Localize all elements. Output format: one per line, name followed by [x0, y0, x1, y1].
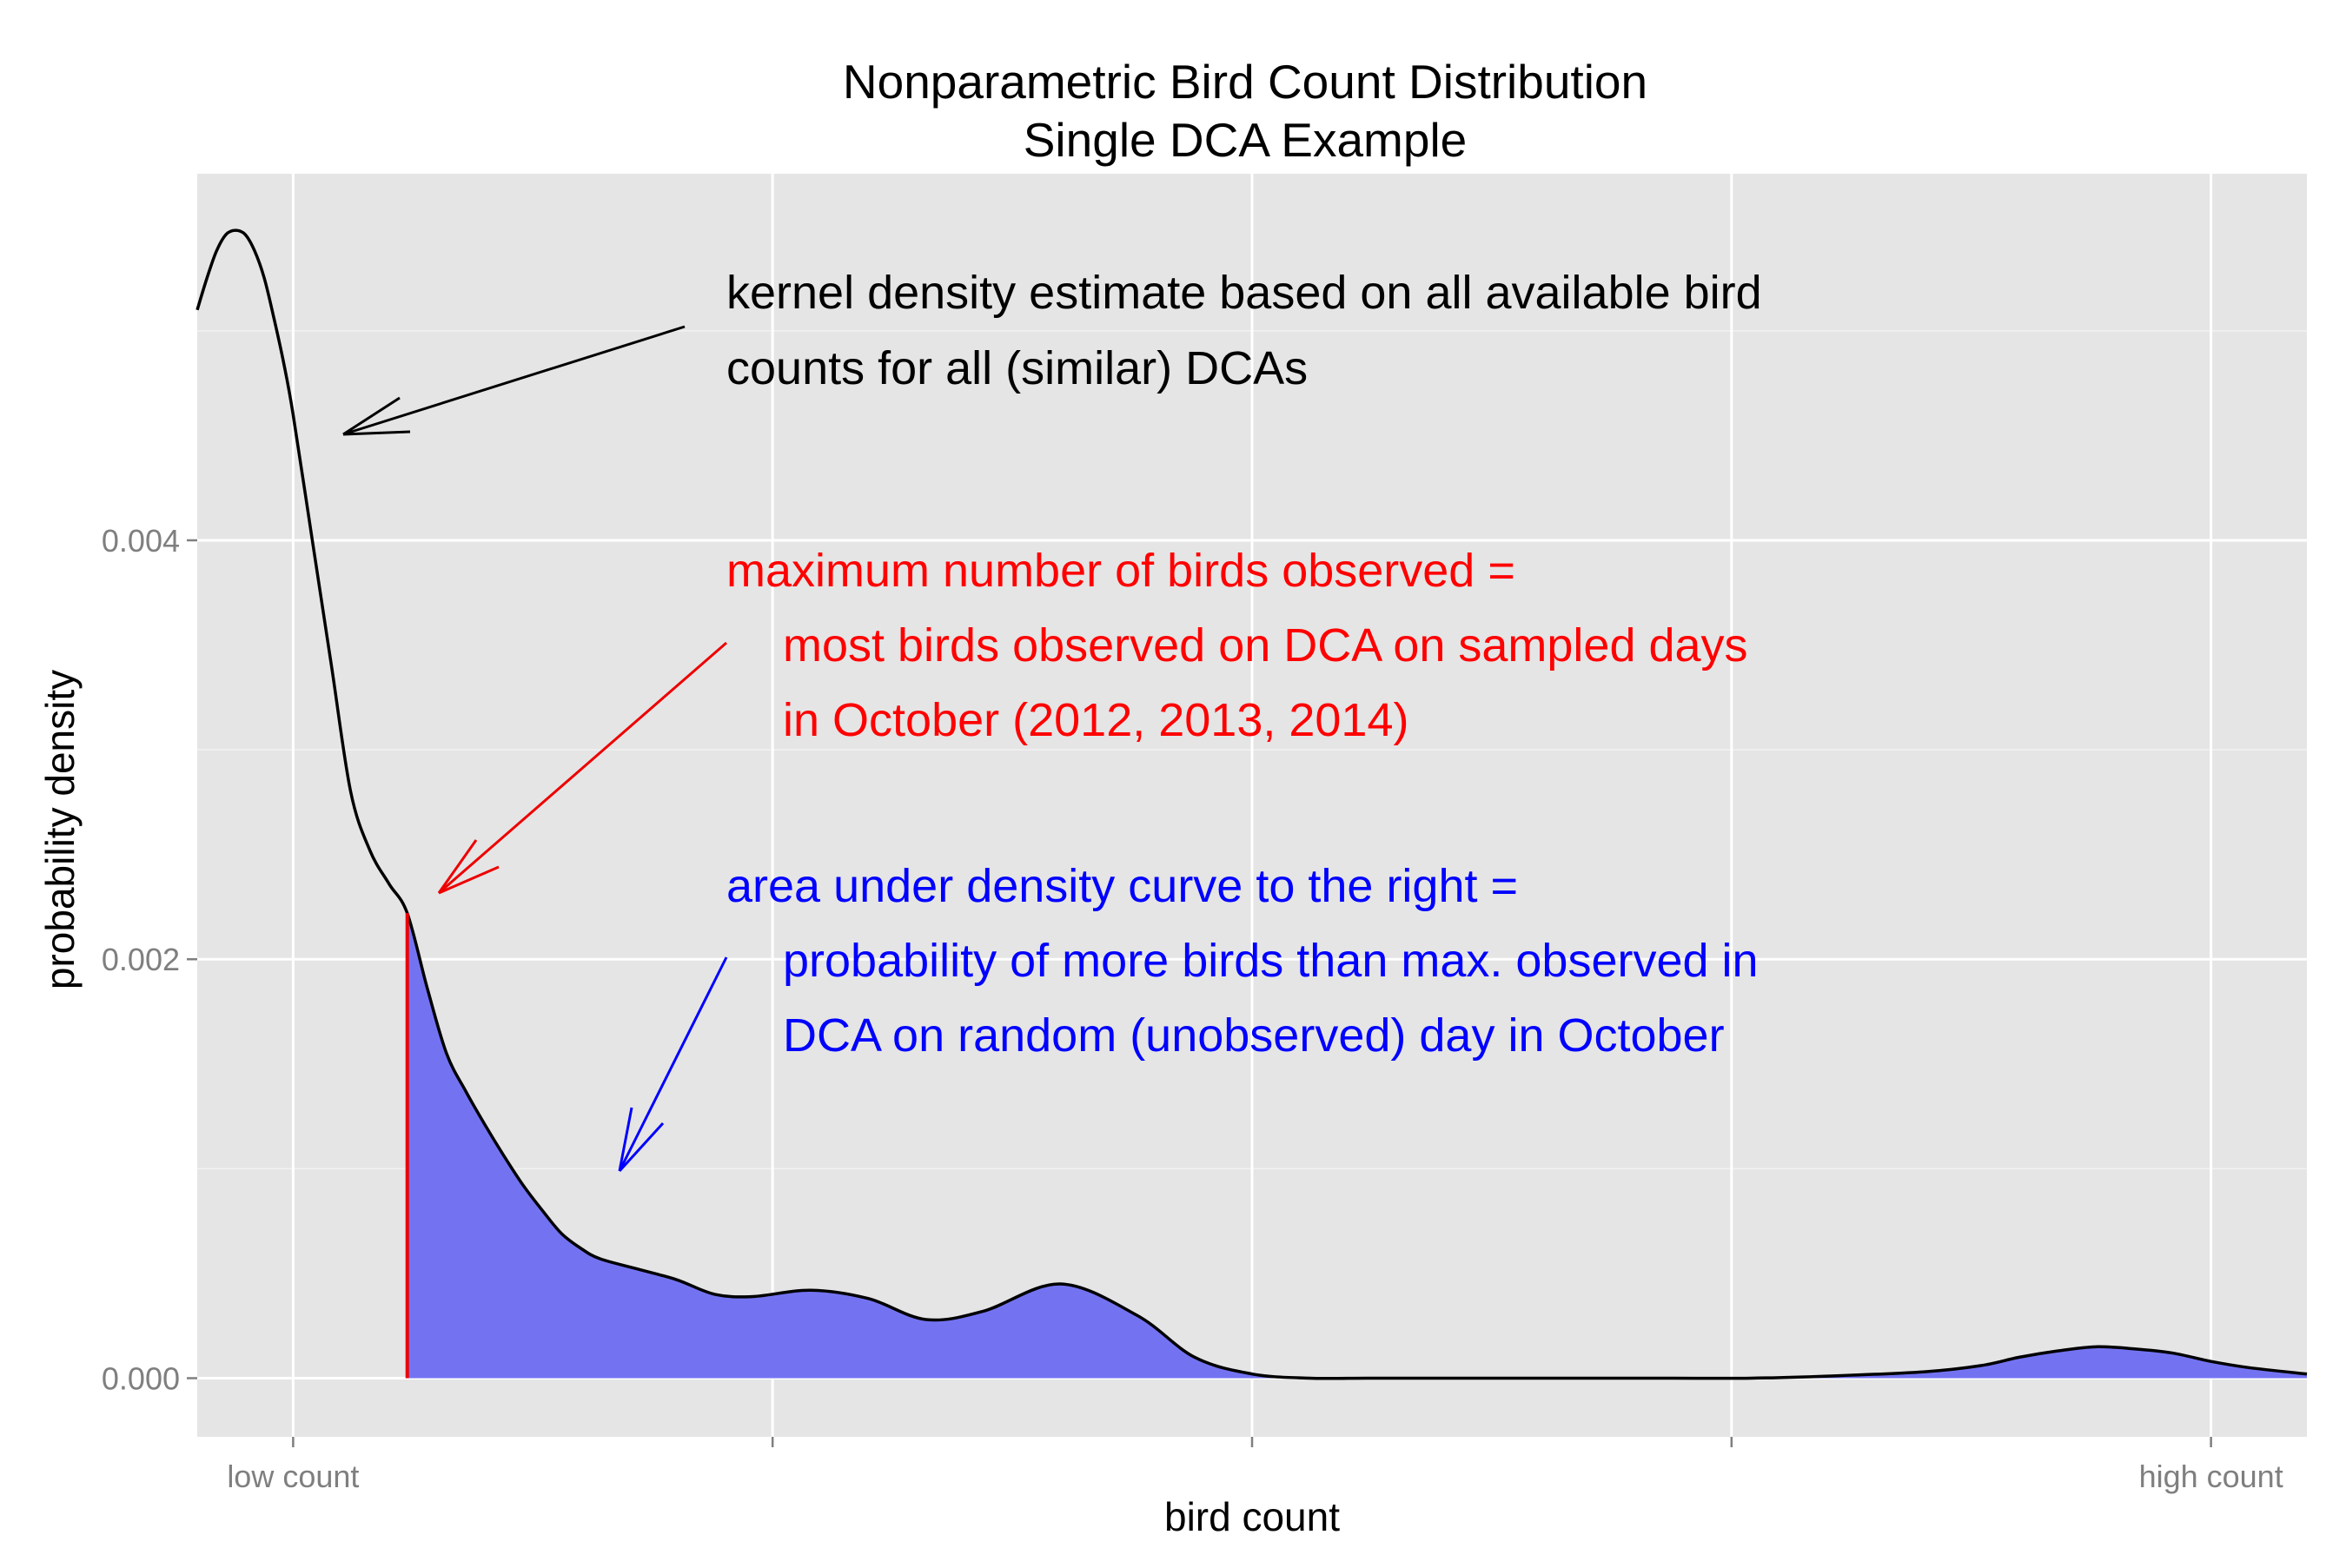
area-arrow — [618, 956, 728, 1173]
y-tick-label-0: 0.000 — [102, 1360, 180, 1396]
x-axis-label: bird count — [1164, 1494, 1340, 1539]
x-tick-label-4: high count — [2139, 1459, 2283, 1494]
grid-major — [197, 174, 2307, 1437]
max-annotation-line-2: most birds observed on DCA on sampled da… — [783, 619, 1748, 672]
area-annotation-line-1: area under density curve to the right = — [726, 860, 1518, 912]
y-axis: 0.000 0.002 0.004 — [102, 523, 197, 1396]
area-annotation: area under density curve to the right = … — [726, 860, 1759, 1062]
kde-annotation: kernel density estimate based on all ava… — [726, 267, 1762, 394]
max-annotation: maximum number of birds observed = most … — [726, 545, 1748, 746]
y-tick-label-2: 0.004 — [102, 523, 180, 559]
chart-title: Nonparametric Bird Count Distribution — [843, 55, 1647, 109]
kde-annotation-line-2: counts for all (similar) DCAs — [726, 342, 1308, 394]
y-axis-label: probability density — [37, 670, 83, 989]
max-arrow — [437, 641, 727, 895]
density-curve — [196, 228, 2308, 1380]
kde-arrow — [342, 325, 686, 436]
annotation-arrows — [342, 325, 728, 1173]
area-annotation-line-3: DCA on random (unobserved) day in Octobe… — [783, 1009, 1725, 1062]
x-tick-label-0: low count — [227, 1459, 359, 1494]
max-annotation-line-3: in October (2012, 2013, 2014) — [783, 694, 1408, 746]
chart-subtitle: Single DCA Example — [1024, 113, 1468, 167]
max-annotation-line-1: maximum number of birds observed = — [726, 545, 1515, 597]
area-under-curve — [407, 913, 2308, 1379]
x-axis: low count high count — [227, 1437, 2283, 1494]
y-tick-label-1: 0.002 — [102, 942, 180, 977]
area-annotation-line-2: probability of more birds than max. obse… — [783, 935, 1759, 987]
kde-annotation-line-1: kernel density estimate based on all ava… — [726, 267, 1762, 319]
